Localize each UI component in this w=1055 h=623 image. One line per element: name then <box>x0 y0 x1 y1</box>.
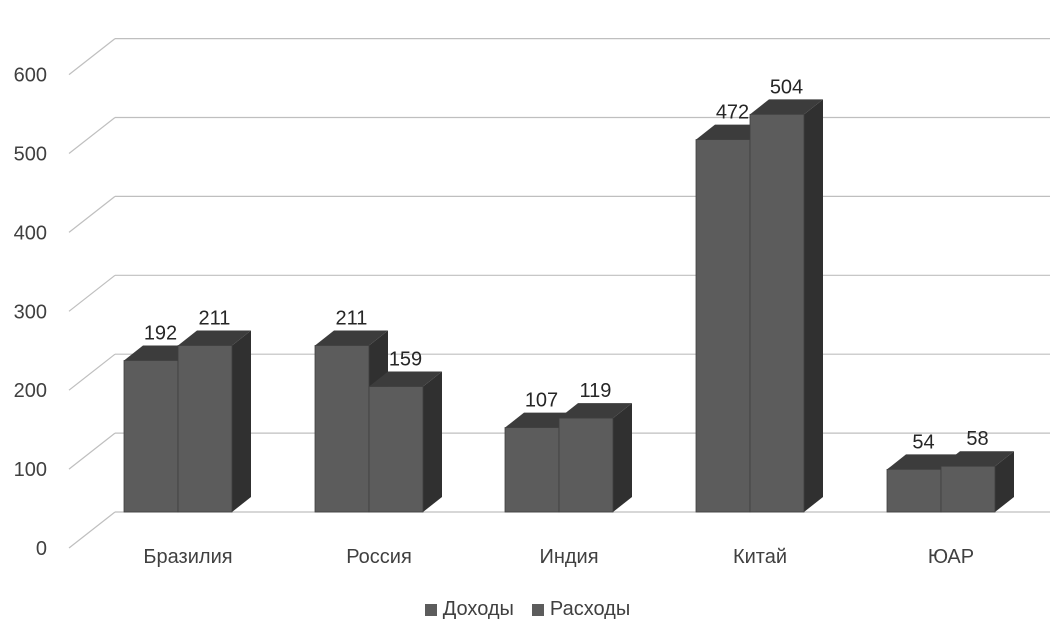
legend: Доходы Расходы <box>0 598 1055 621</box>
bar-side <box>423 371 442 512</box>
data-label: 159 <box>389 349 422 371</box>
bar-Доходы-Китай <box>695 139 751 513</box>
y-tick-label: 600 <box>14 65 47 87</box>
data-label: 211 <box>336 308 368 330</box>
y-tick-label: 400 <box>14 222 47 244</box>
bar-top <box>750 99 823 115</box>
gridline-diagonal-400 <box>68 195 116 233</box>
data-label: 504 <box>770 76 803 98</box>
bar-Доходы-Индия <box>504 427 560 513</box>
bar-side <box>995 451 1014 512</box>
bar-Расходы-Китай <box>749 113 805 513</box>
gridline-diagonal-600 <box>68 38 116 76</box>
y-tick-label: 200 <box>14 380 47 402</box>
x-category-label: ЮАР <box>928 546 974 568</box>
bar-Доходы-Бразилия <box>123 360 179 513</box>
bar-Расходы-Бразилия <box>177 345 233 513</box>
y-tick-label: 500 <box>14 144 47 166</box>
gridline-diagonal-100 <box>68 432 116 470</box>
bar-top <box>887 454 960 470</box>
gridline-diagonal-500 <box>68 117 116 154</box>
legend-label-income: Доходы <box>442 598 514 620</box>
bar-top <box>315 330 388 346</box>
data-label: 192 <box>144 323 177 345</box>
gridline-diagonal-300 <box>68 274 116 312</box>
legend-label-expenses: Расходы <box>549 598 631 620</box>
data-label: 211 <box>199 308 231 330</box>
legend-swatch-income <box>424 603 437 616</box>
bar-Расходы-Россия <box>368 386 424 513</box>
x-category-label: Бразилия <box>143 546 232 568</box>
data-label: 107 <box>525 390 558 412</box>
bar-Расходы-Индия <box>558 417 614 513</box>
y-tick-label: 0 <box>36 538 47 560</box>
data-label: 472 <box>716 102 749 124</box>
gridline-diagonal-200 <box>68 353 116 391</box>
legend-swatch-expenses <box>531 603 544 616</box>
bar-top <box>178 330 251 346</box>
bar-top <box>559 403 632 419</box>
x-category-label: Россия <box>346 546 412 568</box>
bar-side <box>804 99 823 513</box>
data-label: 58 <box>966 428 988 450</box>
bar-top <box>941 451 1014 467</box>
x-category-label: Китай <box>733 546 787 568</box>
data-label: 54 <box>912 431 934 453</box>
bar-Доходы-Россия <box>314 345 370 513</box>
y-tick-label: 300 <box>14 301 47 323</box>
data-label: 119 <box>580 380 612 402</box>
legend-item-expenses: Расходы <box>531 598 631 621</box>
bar-Расходы-ЮАР <box>940 465 996 513</box>
bar-side <box>613 403 632 512</box>
gridline-diagonal-0 <box>68 511 116 549</box>
bar-Доходы-ЮАР <box>886 468 942 513</box>
bar-side <box>232 330 251 512</box>
x-category-label: Индия <box>539 546 598 568</box>
y-tick-label: 100 <box>14 459 47 481</box>
legend-item-income: Доходы <box>424 598 514 621</box>
bar-top <box>369 371 442 387</box>
